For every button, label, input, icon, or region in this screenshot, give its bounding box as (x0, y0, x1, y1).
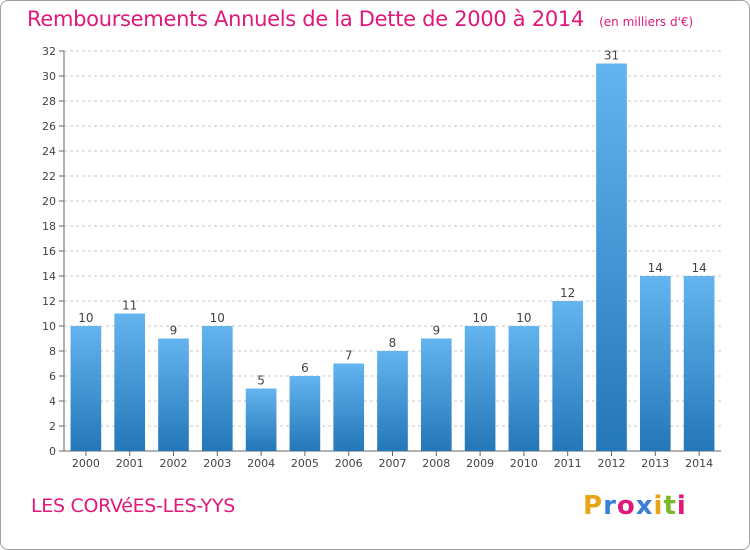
logo-letter: t (663, 491, 677, 521)
x-tick-label: 2006 (335, 457, 363, 470)
logo-letter: i (676, 491, 687, 521)
bar-2007 (377, 351, 408, 451)
data-label: 10 (472, 311, 487, 325)
bar-2002 (158, 338, 189, 451)
y-tick-label: 28 (42, 95, 56, 108)
y-tick-label: 32 (42, 45, 56, 58)
y-tick-label: 14 (42, 270, 56, 283)
x-tick-label: 2012 (598, 457, 626, 470)
bar-2001 (114, 313, 146, 451)
commune-name: LES CORVéES-LES-YYS (31, 495, 236, 517)
data-label: 10 (516, 311, 531, 325)
y-tick-label: 0 (49, 445, 56, 458)
y-tick-label: 30 (42, 70, 56, 83)
logo-letter: o (616, 491, 636, 521)
chart-title: Remboursements Annuels de la Dette de 20… (27, 7, 584, 31)
title-row: Remboursements Annuels de la Dette de 20… (27, 7, 693, 31)
data-label: 14 (691, 261, 706, 275)
data-labels: 10 11 9 10 5 6 7 8 9 10 10 12 31 14 14 (78, 49, 706, 388)
bar-2004 (245, 388, 277, 451)
data-label: 12 (560, 286, 575, 300)
data-label: 10 (210, 311, 225, 325)
y-tick-label: 8 (49, 345, 56, 358)
bar-2014 (683, 276, 715, 451)
proxiti-logo: Proxiti (583, 491, 687, 521)
bars (70, 63, 715, 451)
bar-2013 (639, 276, 671, 451)
x-tick-label: 2000 (72, 457, 100, 470)
y-tick-label: 20 (42, 195, 56, 208)
y-tick-label: 18 (42, 220, 56, 233)
data-label: 11 (122, 299, 137, 313)
data-label: 8 (389, 336, 397, 350)
data-label: 10 (78, 311, 93, 325)
bar-2003 (201, 326, 233, 451)
data-label: 14 (648, 261, 663, 275)
data-label: 7 (345, 349, 353, 363)
data-label: 31 (604, 49, 619, 63)
x-tick-label: 2003 (203, 457, 231, 470)
x-tick-label: 2007 (379, 457, 407, 470)
x-tick-label: 2010 (510, 457, 538, 470)
x-tick-label: 2002 (160, 457, 188, 470)
bar-2000 (70, 326, 102, 451)
data-label: 5 (257, 374, 265, 388)
bar-2008 (420, 338, 452, 451)
x-tick-label: 2014 (685, 457, 713, 470)
x-tick-label: 2004 (247, 457, 275, 470)
y-tick-label: 10 (42, 320, 56, 333)
x-tick-label: 2013 (641, 457, 669, 470)
logo-letter: P (583, 491, 604, 521)
y-tick-label: 22 (42, 170, 56, 183)
x-tick-label: 2011 (554, 457, 582, 470)
data-label: 6 (301, 361, 309, 375)
bar-2012 (596, 63, 627, 451)
bar-2011 (552, 301, 584, 451)
y-tick-label: 24 (42, 145, 56, 158)
bar-2010 (508, 326, 540, 451)
logo-letter: i (653, 491, 664, 521)
x-tick-label: 2005 (291, 457, 319, 470)
logo-letter: x (635, 491, 654, 521)
data-label: 9 (170, 324, 178, 338)
data-label: 9 (432, 324, 440, 338)
y-tick-label: 4 (49, 395, 56, 408)
y-tick-label: 26 (42, 120, 56, 133)
chart-unit: (en milliers d'€) (599, 15, 694, 29)
y-tick-label: 16 (42, 245, 56, 258)
x-tick-label: 2009 (466, 457, 494, 470)
y-tick-label: 2 (49, 420, 56, 433)
y-tick-label: 12 (42, 295, 56, 308)
bar-2006 (333, 363, 365, 451)
x-tick-label: 2001 (116, 457, 144, 470)
bar-2005 (289, 376, 321, 451)
y-tick-label: 6 (49, 370, 56, 383)
bar-2009 (464, 326, 496, 451)
logo-letter: r (603, 491, 617, 521)
x-tick-label: 2008 (422, 457, 450, 470)
